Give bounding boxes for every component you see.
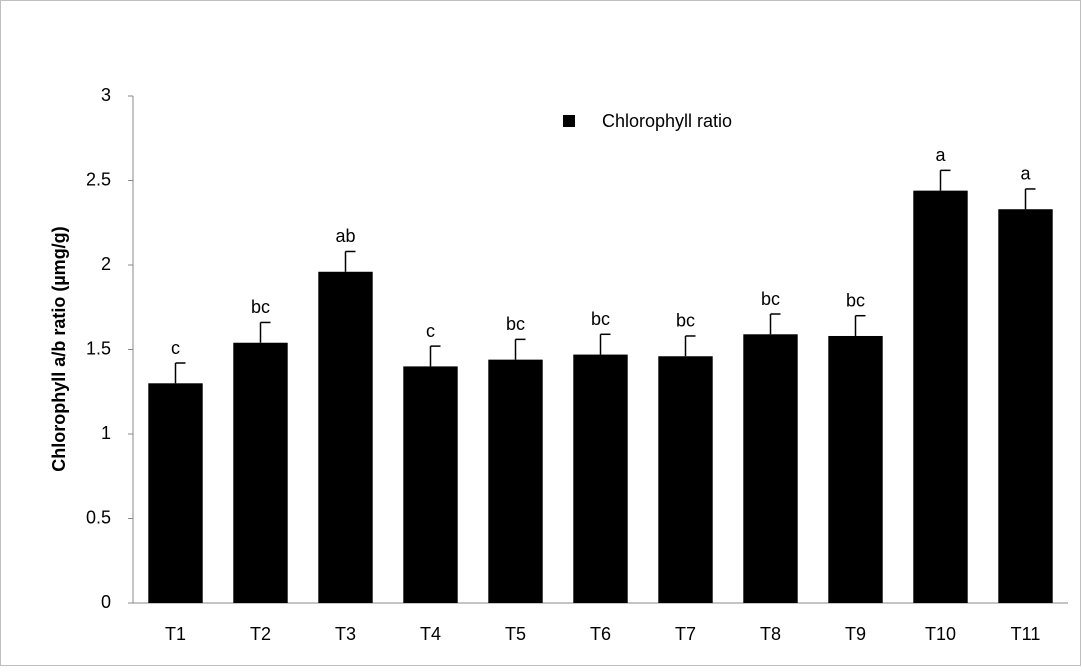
significance-label: bc xyxy=(761,289,780,309)
legend-label: Chlorophyll ratio xyxy=(602,111,732,131)
x-tick-label: T1 xyxy=(165,624,186,644)
significance-label: bc xyxy=(506,314,525,334)
bar xyxy=(573,354,628,603)
bar xyxy=(488,359,543,603)
bar xyxy=(403,366,458,603)
bar xyxy=(913,190,968,603)
y-tick-label: 0.5 xyxy=(86,507,111,527)
bar xyxy=(998,209,1053,604)
bar xyxy=(318,271,373,603)
bar xyxy=(828,335,883,603)
significance-label: a xyxy=(935,145,946,165)
x-tick-label: T8 xyxy=(760,624,781,644)
x-tick-label: T10 xyxy=(925,624,956,644)
x-tick-label: T6 xyxy=(590,624,611,644)
x-tick-label: T7 xyxy=(675,624,696,644)
significance-label: c xyxy=(426,321,435,341)
y-tick-label: 2 xyxy=(101,254,111,274)
bar xyxy=(233,342,288,603)
y-tick-label: 0 xyxy=(101,592,111,612)
significance-label: bc xyxy=(591,309,610,329)
significance-label: bc xyxy=(846,290,865,310)
bar xyxy=(148,383,203,603)
significance-label: bc xyxy=(251,297,270,317)
significance-label: a xyxy=(1020,164,1031,184)
y-tick-label: 2.5 xyxy=(86,169,111,189)
bar xyxy=(743,334,798,603)
y-tick-label: 3 xyxy=(101,85,111,105)
significance-label: c xyxy=(171,338,180,358)
x-tick-label: T3 xyxy=(335,624,356,644)
y-tick-label: 1 xyxy=(101,423,111,443)
x-tick-label: T5 xyxy=(505,624,526,644)
y-axis-label: Chlorophyll a/b ratio (µmg/g) xyxy=(49,226,69,471)
x-tick-label: T9 xyxy=(845,624,866,644)
x-tick-label: T4 xyxy=(420,624,441,644)
y-tick-label: 1.5 xyxy=(86,338,111,358)
x-tick-label: T11 xyxy=(1011,624,1041,644)
bar xyxy=(658,356,713,603)
significance-label: bc xyxy=(676,311,695,331)
significance-label: ab xyxy=(335,226,355,246)
x-tick-label: T2 xyxy=(250,624,271,644)
legend-swatch xyxy=(563,115,575,127)
